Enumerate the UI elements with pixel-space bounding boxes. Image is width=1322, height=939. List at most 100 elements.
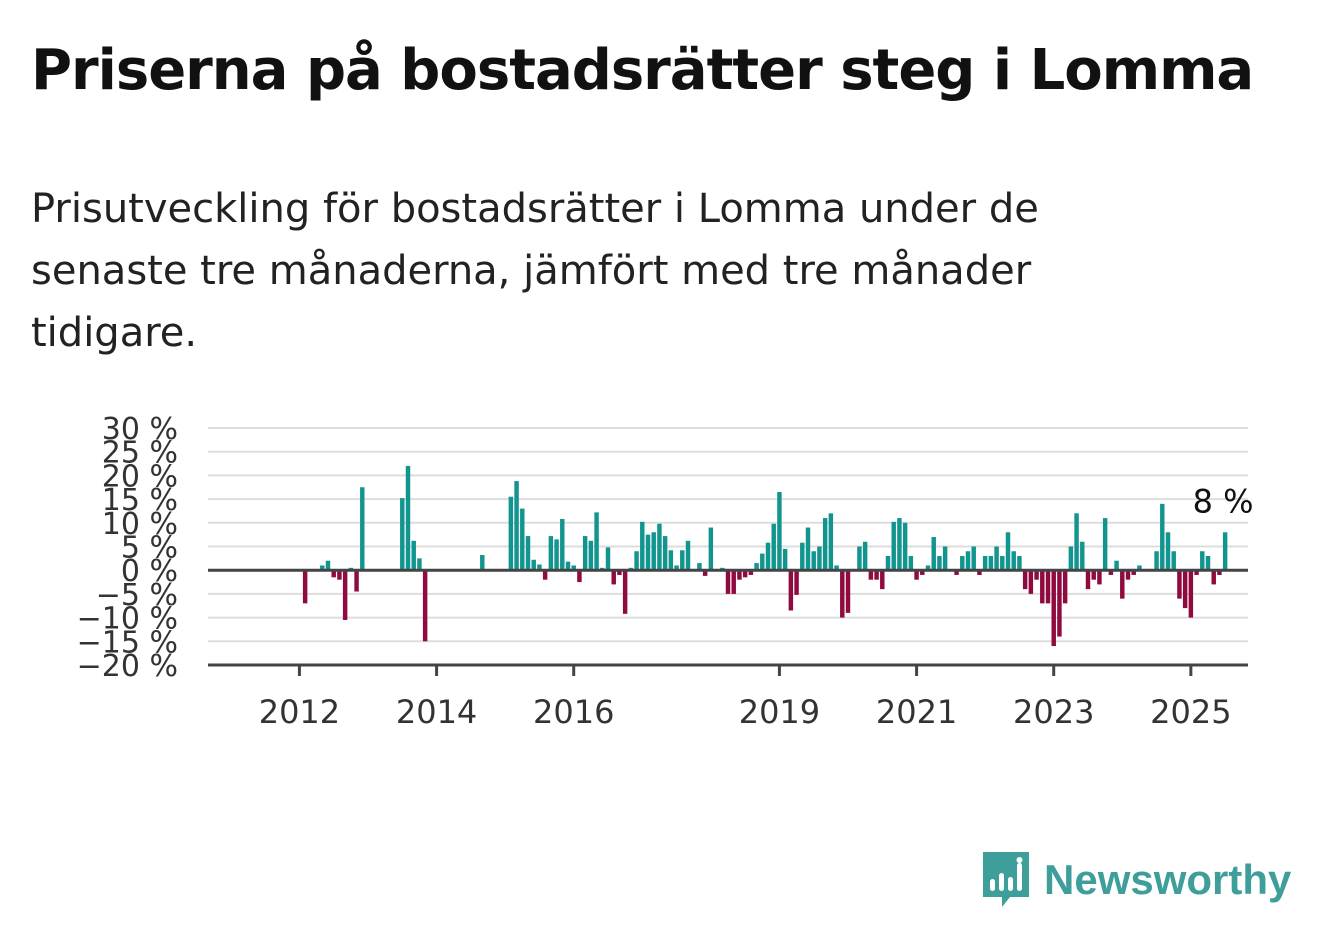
bar: [411, 540, 416, 571]
bar: [737, 570, 742, 580]
bar: [994, 546, 999, 571]
bar: [925, 565, 931, 571]
bar: [1040, 570, 1045, 604]
bar: [754, 563, 759, 571]
bar: [640, 521, 645, 571]
bar: [674, 565, 679, 571]
bar: [971, 546, 976, 571]
bar: [1120, 570, 1125, 599]
bar: [1097, 570, 1102, 585]
bar: [897, 518, 902, 571]
bar: [977, 570, 982, 575]
bar: [822, 518, 828, 571]
bar: [857, 546, 862, 571]
bar: [1137, 565, 1142, 571]
y-tick-label: 25 %: [102, 436, 178, 471]
bar: [1194, 570, 1199, 575]
bar: [748, 570, 754, 575]
bar: [565, 561, 571, 571]
bar: [1160, 503, 1165, 571]
bar: [1217, 570, 1222, 575]
y-tick-label: 0 %: [121, 554, 178, 589]
bar: [817, 546, 822, 571]
bar: [685, 540, 691, 571]
bar: [668, 550, 674, 571]
bar: [1188, 570, 1194, 618]
bar: [571, 565, 576, 571]
bar: [988, 555, 994, 571]
bar: [611, 570, 616, 585]
y-tick-label: 30 %: [102, 412, 178, 447]
bar: [960, 555, 965, 571]
bar: [554, 539, 559, 571]
x-tick-label: 2021: [876, 693, 957, 731]
y-tick-label: −5 %: [96, 578, 178, 613]
x-tick-label: 2023: [1013, 693, 1094, 731]
bar: [828, 513, 834, 571]
x-tick-label: 2016: [533, 693, 614, 731]
bar: [834, 565, 839, 571]
bar: [954, 570, 959, 575]
chart-subtitle: Prisutveckling för bostadsrätter i Lomma…: [31, 186, 1039, 356]
bar: [742, 570, 748, 578]
bar: [1022, 570, 1028, 590]
y-tick-label: −20 %: [77, 649, 178, 684]
bar: [354, 570, 359, 592]
bar: [1200, 551, 1205, 571]
bar: [937, 555, 942, 571]
newsworthy-logo: Newsworthy: [980, 848, 1291, 912]
bar: [302, 570, 308, 604]
bar: [400, 498, 405, 571]
y-tick-label: 10 %: [102, 507, 178, 542]
chart-title: Priserna på bostadsrätter steg i Lomma: [31, 38, 1254, 103]
bar: [588, 540, 594, 571]
bar: [1057, 570, 1062, 637]
bar: [662, 536, 668, 571]
bar: [1125, 570, 1131, 580]
bar: [405, 465, 411, 571]
bar: [1000, 555, 1005, 571]
bar: [1171, 551, 1176, 571]
bar: [422, 570, 428, 642]
bar: [868, 570, 874, 580]
bar: [342, 570, 348, 620]
bar: [874, 570, 879, 580]
bar: [651, 532, 656, 571]
bar: [360, 487, 365, 571]
bar: [1080, 541, 1085, 571]
bar: [1034, 570, 1039, 580]
newsworthy-logo-icon: [983, 852, 1029, 907]
bar: [1131, 570, 1136, 575]
bar: [542, 570, 548, 580]
bar: [1177, 570, 1182, 599]
bar: [891, 521, 896, 571]
bar: [548, 536, 554, 571]
bar: [708, 527, 714, 571]
bar: [920, 570, 925, 575]
bar: [1011, 551, 1016, 571]
bar: [931, 537, 936, 571]
x-tick-label: 2025: [1150, 693, 1231, 731]
y-tick-label: −10 %: [77, 602, 178, 637]
bar: [760, 553, 765, 571]
bar: [1102, 518, 1108, 571]
bar: [845, 570, 851, 613]
bar: [537, 564, 542, 571]
y-axis-labels: −20 %−15 %−10 %−5 %0 %5 %10 %15 %20 %25 …: [77, 412, 178, 684]
bar: [811, 551, 816, 571]
bar: [1205, 555, 1211, 571]
bar: [622, 570, 628, 614]
last-value-label: 8 %: [1193, 482, 1254, 520]
y-tick-label: 20 %: [102, 459, 178, 494]
bar: [862, 541, 868, 571]
bar: [840, 570, 845, 618]
bar: [1028, 570, 1034, 594]
bar: [560, 519, 565, 571]
bar: [325, 560, 331, 571]
bar: [1165, 532, 1171, 571]
y-tick-label: 15 %: [102, 483, 178, 518]
bar: [908, 555, 914, 571]
bar: [1114, 560, 1119, 571]
bar: [800, 542, 805, 571]
bar: [731, 570, 736, 594]
